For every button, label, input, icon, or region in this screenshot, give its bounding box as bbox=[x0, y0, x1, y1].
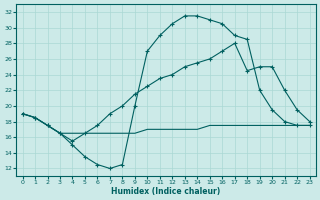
X-axis label: Humidex (Indice chaleur): Humidex (Indice chaleur) bbox=[111, 187, 221, 196]
